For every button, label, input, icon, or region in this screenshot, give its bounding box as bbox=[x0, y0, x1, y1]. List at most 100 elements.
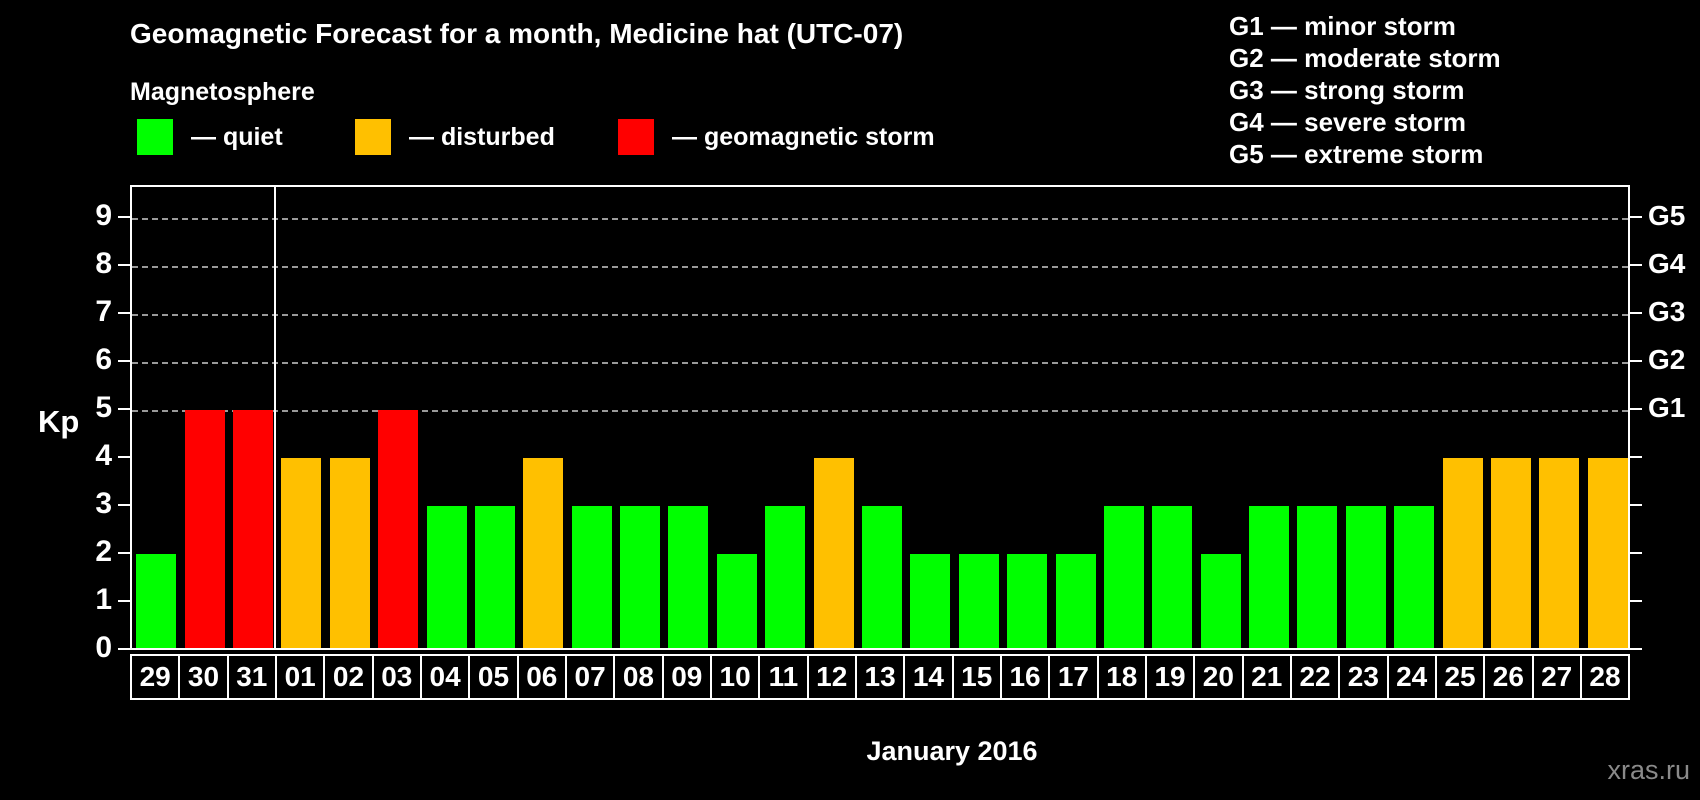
kp-bar-13 bbox=[862, 506, 902, 648]
kp-bar-17 bbox=[1055, 554, 1096, 648]
date-cell-29: 29 bbox=[130, 654, 181, 700]
kp-bar-09 bbox=[668, 506, 709, 648]
left-tick-label-2: 2 bbox=[95, 535, 112, 568]
right-tick-label-G3: G3 bbox=[1648, 296, 1686, 327]
kp-bar-10 bbox=[716, 554, 757, 648]
date-cell-30: 30 bbox=[178, 654, 229, 700]
kp-bar-06 bbox=[523, 458, 564, 648]
legend-swatch-storm bbox=[618, 119, 654, 155]
kp-bar-03 bbox=[378, 410, 419, 648]
gridline-kp6 bbox=[132, 362, 1628, 364]
date-cell-28: 28 bbox=[1579, 654, 1631, 700]
kp-bar-11 bbox=[765, 506, 806, 648]
kp-bar-26 bbox=[1491, 458, 1532, 648]
left-tick-label-9: 9 bbox=[95, 199, 112, 232]
kp-bar-04 bbox=[426, 506, 467, 648]
left-tick-8 bbox=[118, 264, 130, 266]
date-cell-02: 02 bbox=[323, 654, 374, 700]
right-tick-4 bbox=[1630, 456, 1642, 458]
date-cell-17: 17 bbox=[1048, 654, 1099, 700]
date-cell-21: 21 bbox=[1241, 654, 1292, 700]
legend-item-storm: — geomagnetic storm bbox=[618, 119, 935, 155]
date-cell-18: 18 bbox=[1096, 654, 1147, 700]
legend-title-magnetosphere: Magnetosphere bbox=[130, 78, 315, 106]
g-scale-line-5: G5 — extreme storm bbox=[1229, 139, 1484, 169]
kp-bar-23 bbox=[1345, 506, 1386, 648]
kp-bar-12 bbox=[813, 458, 854, 648]
date-cell-23: 23 bbox=[1338, 654, 1389, 700]
legend-label-storm: — geomagnetic storm bbox=[672, 122, 935, 151]
kp-bar-25 bbox=[1442, 458, 1483, 648]
right-tick-1 bbox=[1630, 600, 1642, 602]
right-tick-7 bbox=[1630, 312, 1642, 314]
kp-bar-05 bbox=[474, 506, 515, 648]
left-tick-label-1: 1 bbox=[95, 583, 112, 616]
date-cell-26: 26 bbox=[1483, 654, 1534, 700]
date-axis-row: 29 30 31 01 02 03 04 05 06 07 08 09 10 11 12 13 14 15 16 17… bbox=[130, 654, 1631, 700]
kp-bar-21 bbox=[1249, 506, 1290, 648]
right-tick-5 bbox=[1630, 408, 1642, 410]
kp-bar-24 bbox=[1394, 506, 1435, 648]
date-cell-11: 11 bbox=[758, 654, 809, 700]
date-cell-03: 03 bbox=[371, 654, 422, 700]
y-axis-title: Kp bbox=[38, 404, 80, 439]
month-boundary-line bbox=[274, 187, 277, 648]
legend-label-quiet: — quiet bbox=[191, 122, 283, 151]
date-cell-15: 15 bbox=[951, 654, 1002, 700]
kp-bar-02 bbox=[329, 458, 370, 648]
left-tick-label-8: 8 bbox=[95, 247, 112, 280]
right-tick-3 bbox=[1630, 504, 1642, 506]
left-tick-label-0: 0 bbox=[95, 631, 112, 664]
right-tick-8 bbox=[1630, 264, 1642, 266]
right-tick-label-G1: G1 bbox=[1648, 392, 1686, 423]
legend-label-disturbed: — disturbed bbox=[409, 122, 555, 151]
date-cell-20: 20 bbox=[1193, 654, 1244, 700]
kp-bar-22 bbox=[1297, 506, 1338, 648]
left-tick-label-5: 5 bbox=[95, 391, 112, 424]
x-axis-title: January 2016 bbox=[866, 736, 1038, 766]
left-tick-7 bbox=[118, 312, 130, 314]
left-tick-label-3: 3 bbox=[95, 487, 112, 520]
kp-bar-27 bbox=[1539, 458, 1580, 648]
left-tick-6 bbox=[118, 360, 130, 362]
date-cell-24: 24 bbox=[1386, 654, 1437, 700]
right-tick-9 bbox=[1630, 216, 1642, 218]
kp-bar-20 bbox=[1200, 554, 1241, 648]
plot-area bbox=[130, 185, 1630, 650]
date-cell-10: 10 bbox=[709, 654, 761, 700]
g-scale-line-4: G4 — severe storm bbox=[1229, 107, 1467, 137]
g-scale-line-3: G3 — strong storm bbox=[1229, 75, 1465, 105]
left-tick-label-6: 6 bbox=[95, 343, 112, 376]
left-tick-9 bbox=[118, 216, 130, 218]
date-cell-25: 25 bbox=[1434, 654, 1486, 700]
chart-title: Geomagnetic Forecast for a month, Medici… bbox=[130, 18, 904, 49]
date-cell-16: 16 bbox=[999, 654, 1051, 700]
date-cell-07: 07 bbox=[564, 654, 616, 700]
right-tick-6 bbox=[1630, 360, 1642, 362]
kp-bar-14 bbox=[910, 554, 951, 648]
right-tick-2 bbox=[1630, 552, 1642, 554]
kp-bar-08 bbox=[620, 506, 661, 648]
date-cell-31: 31 bbox=[226, 654, 277, 700]
g-scale-legend: G1 — minor storm G2 — moderate storm G3 — … bbox=[1229, 10, 1501, 170]
left-tick-label-4: 4 bbox=[95, 439, 112, 472]
date-cell-01: 01 bbox=[274, 654, 326, 700]
gridline-kp8 bbox=[132, 266, 1628, 268]
g-scale-line-2: G2 — moderate storm bbox=[1229, 43, 1501, 73]
gridline-kp5 bbox=[132, 410, 1628, 412]
kp-bar-29 bbox=[136, 554, 177, 648]
left-tick-2 bbox=[118, 552, 130, 554]
kp-bar-07 bbox=[571, 506, 612, 648]
date-cell-04: 04 bbox=[419, 654, 471, 700]
date-cell-12: 12 bbox=[806, 654, 857, 700]
right-tick-label-G2: G2 bbox=[1648, 344, 1686, 375]
left-tick-4 bbox=[118, 456, 130, 458]
legend-swatch-disturbed bbox=[355, 119, 391, 155]
kp-bar-19 bbox=[1152, 506, 1193, 648]
date-cell-19: 19 bbox=[1144, 654, 1196, 700]
kp-bar-16 bbox=[1007, 554, 1048, 648]
kp-bar-01 bbox=[281, 458, 322, 648]
date-cell-08: 08 bbox=[613, 654, 664, 700]
left-tick-1 bbox=[118, 600, 130, 602]
